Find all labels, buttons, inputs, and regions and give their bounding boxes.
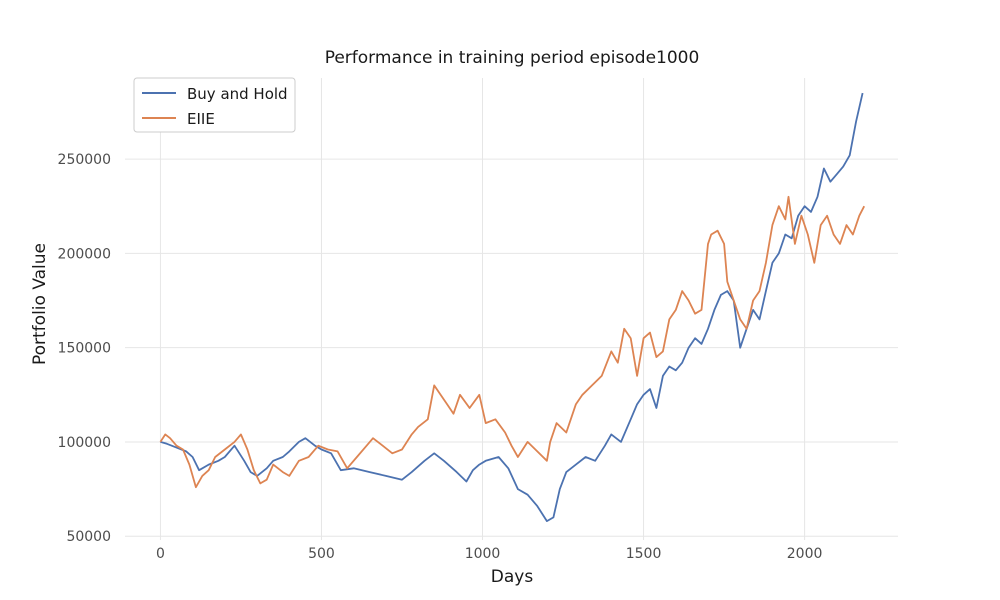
x-tick-label: 2000 bbox=[787, 546, 823, 562]
series-line-buy-and-hold bbox=[160, 92, 864, 522]
x-tick-label: 0 bbox=[156, 546, 165, 562]
legend-label-buy-and-hold: Buy and Hold bbox=[187, 85, 288, 103]
y-tick-label: 250000 bbox=[58, 152, 111, 168]
series-line-eiie bbox=[159, 195, 865, 489]
legend-label-eiie: EIIE bbox=[187, 110, 215, 128]
grid bbox=[125, 78, 898, 540]
y-axis-label: Portfolio Value bbox=[30, 243, 50, 365]
tick-labels: 0 500 1000 1500 2000 50000 100000 150000 200000 2… bbox=[58, 152, 823, 562]
x-tick-label: 500 bbox=[308, 546, 335, 562]
legend: Buy and Hold EIIE bbox=[133, 77, 296, 133]
x-axis-label: Days bbox=[491, 567, 534, 587]
series-lines bbox=[159, 92, 865, 522]
y-tick-label: 100000 bbox=[58, 435, 111, 451]
x-tick-label: 1500 bbox=[626, 546, 662, 562]
y-tick-label: 200000 bbox=[58, 246, 111, 262]
x-tick-label: 1000 bbox=[465, 546, 501, 562]
y-tick-label: 50000 bbox=[66, 529, 111, 545]
chart-title: Performance in training period episode10… bbox=[325, 48, 700, 68]
y-tick-label: 150000 bbox=[58, 341, 111, 357]
